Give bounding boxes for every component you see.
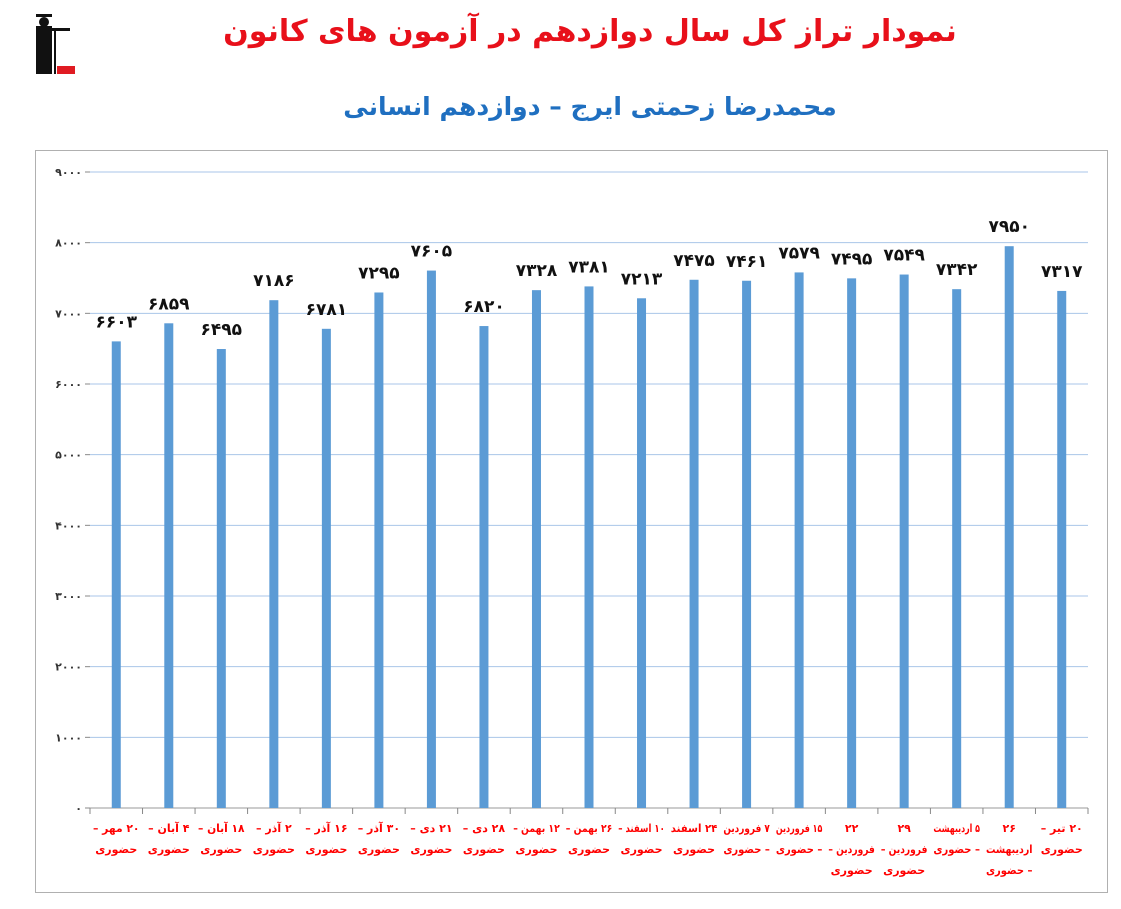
data-label: ۶۸۲۰ [463, 297, 505, 317]
x-tick-label: ۱۸ آبان – [198, 821, 245, 835]
y-tick-label: ۲۰۰۰ [55, 661, 82, 674]
x-tick-label: ۲۰ تیر – [1041, 822, 1083, 835]
y-tick-label: ۴۰۰۰ [55, 519, 82, 532]
y-tick-label: ۱۰۰۰ [55, 731, 82, 744]
bar [374, 292, 384, 808]
y-tick-label: ۰ [75, 802, 82, 815]
data-label: ۷۴۹۵ [831, 249, 873, 269]
x-tick-label: حضوری [410, 843, 452, 856]
data-label: ۷۳۸۱ [568, 257, 610, 277]
data-label: ۷۵۴۹ [883, 246, 925, 266]
bar [269, 300, 279, 808]
bar [164, 323, 174, 808]
x-tick-label: فروردین – [828, 843, 875, 856]
y-tick-label: ۹۰۰۰ [55, 166, 82, 179]
x-tick-label: حضوری [148, 843, 190, 856]
x-tick-label: اردیبهشت [986, 843, 1033, 856]
x-tick-label: حضوری [358, 843, 400, 856]
x-tick-label: حضوری [673, 843, 715, 856]
x-tick-label: حضوری [253, 843, 295, 856]
bar [637, 298, 647, 808]
x-tick-label: – حضوری [933, 843, 980, 856]
data-label: ۶۸۵۹ [148, 294, 190, 314]
x-tick-label: ۲۲ [845, 822, 859, 835]
x-tick-label: ۵ اردیبهشت [933, 822, 980, 835]
x-tick-label: ۲۰ مهر – [93, 822, 140, 835]
x-tick-label: ۲۸ دی – [463, 822, 506, 835]
bar [1004, 246, 1014, 808]
x-tick-label: حضوری [620, 843, 662, 856]
y-tick-label: ۳۰۰۰ [55, 590, 82, 603]
bar [899, 274, 909, 808]
bar [426, 270, 436, 809]
data-label: ۶۶۰۳ [96, 312, 138, 332]
data-label: ۷۴۶۱ [726, 252, 768, 272]
x-tick-label: ۴ آبان – [148, 821, 190, 835]
y-tick-label: ۷۰۰۰ [55, 307, 82, 320]
kanoon-logo [36, 14, 75, 74]
data-label: ۷۳۲۸ [516, 261, 558, 281]
x-tick-label: فروردین – [881, 843, 928, 856]
data-label: ۷۳۱۷ [1041, 262, 1083, 282]
data-label: ۷۴۷۵ [673, 251, 715, 271]
y-tick-label: ۵۰۰۰ [55, 449, 82, 462]
x-tick-label: حضوری [95, 843, 137, 856]
x-tick-label: ۲ آذر – [256, 821, 292, 835]
x-tick-label: ۱۵ فروردین [776, 822, 823, 835]
x-tick-label: ۲۶ [1002, 822, 1015, 835]
bar [216, 349, 226, 808]
data-label: ۶۴۹۵ [201, 320, 243, 340]
y-tick-label: ۶۰۰۰ [55, 378, 82, 391]
page-subtitle: محمدرضا زحمتی ایرج – دوازدهم انسانی [343, 92, 837, 121]
data-label: ۷۱۸۶ [253, 271, 295, 291]
data-label: ۷۹۵۰ [988, 217, 1030, 237]
bar [952, 289, 962, 808]
data-label: ۷۵۷۹ [778, 243, 820, 263]
x-tick-label: حضوری [515, 843, 557, 856]
bar [531, 290, 541, 808]
x-tick-label: حضوری [305, 843, 347, 856]
x-tick-label: – حضوری [776, 843, 823, 856]
x-tick-label: ۲۱ دی – [410, 822, 452, 835]
bar [584, 286, 594, 809]
bar [794, 272, 804, 808]
x-tick-label: – حضوری [723, 843, 770, 856]
x-tick-label: حضوری [568, 843, 610, 856]
x-tick-label: ۳۰ آذر – [358, 821, 400, 835]
bar [847, 278, 857, 808]
bar [111, 341, 121, 808]
x-tick-label: ۱۲ بهمن – [513, 822, 560, 835]
x-tick-label: ۱۰ اسفند – [618, 822, 665, 835]
page-title: نمودار تراز کل سال دوازدهم در آزمون های … [223, 14, 957, 49]
data-label: ۷۳۴۲ [936, 260, 978, 280]
chart-border [35, 150, 1108, 893]
bar [689, 279, 699, 808]
x-tick-label: – حضوری [986, 864, 1033, 877]
x-tick-label: ۲۶ بهمن – [566, 822, 613, 835]
bar [742, 280, 752, 809]
bar [321, 328, 331, 808]
x-tick-label: ۷ فروردین [723, 822, 770, 835]
x-tick-label: حضوری [831, 864, 873, 877]
bar [479, 326, 489, 808]
data-label: ۷۲۹۵ [358, 263, 400, 283]
data-label: ۷۲۱۳ [621, 269, 663, 289]
x-tick-label: حضوری [200, 843, 242, 856]
x-tick-label: حضوری [883, 864, 925, 877]
data-label: ۶۷۸۱ [306, 300, 348, 320]
x-tick-label: ۲۹ [897, 822, 911, 835]
x-tick-label: حضوری [1041, 843, 1083, 856]
data-label: ۷۶۰۵ [411, 242, 453, 262]
x-tick-label: حضوری [463, 843, 505, 856]
x-tick-label: ۱۶ آذر – [305, 821, 347, 835]
bar [1057, 290, 1067, 808]
y-tick-label: ۸۰۰۰ [55, 237, 82, 250]
x-tick-label: ۲۴ اسفند [671, 822, 718, 835]
